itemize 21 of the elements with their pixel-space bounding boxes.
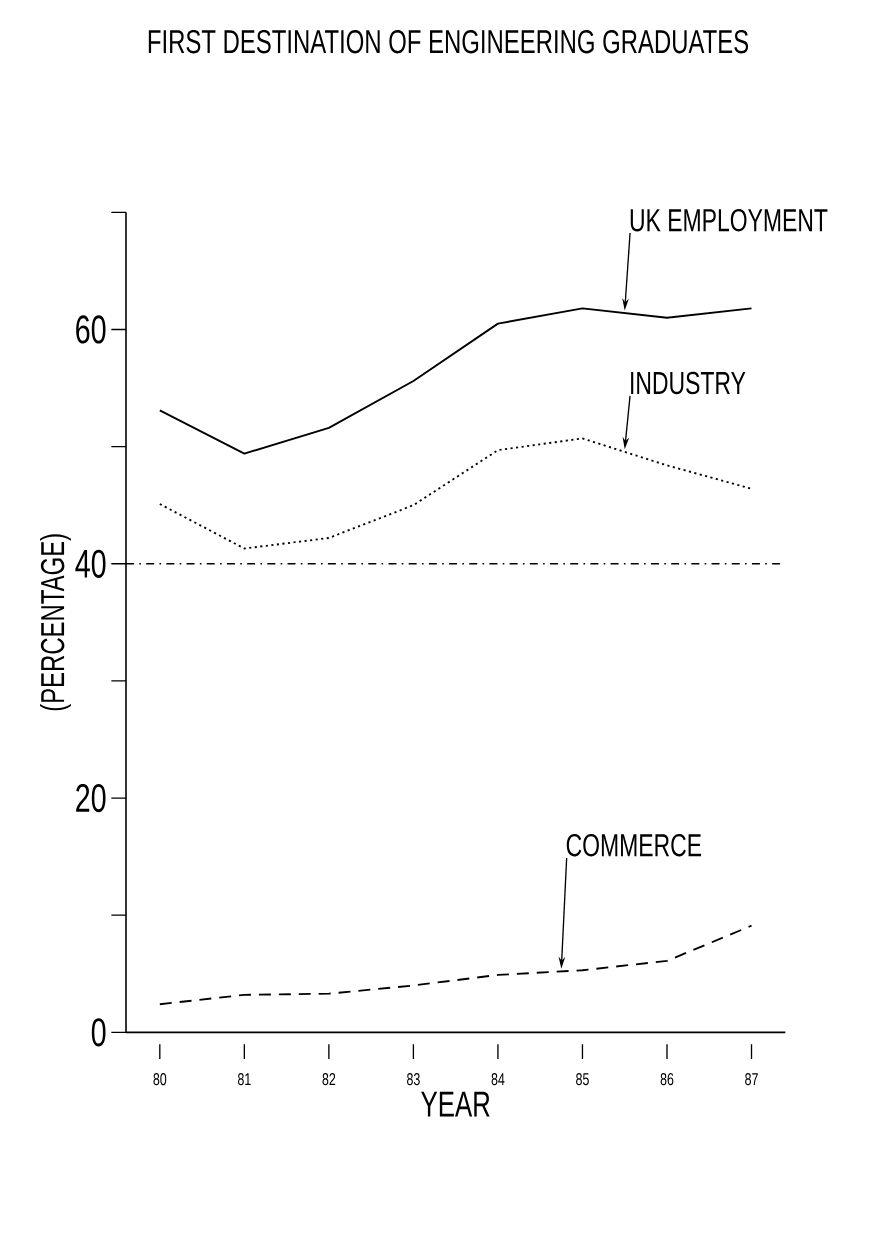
x-tick-label: 84	[491, 1073, 505, 1086]
x-tick-label: 86	[660, 1073, 674, 1086]
line-series	[158, 924, 753, 1006]
line-series	[158, 307, 753, 455]
series-label: INDUSTRY	[631, 371, 746, 395]
text: UK EMPLOYMENT	[630, 208, 828, 232]
y-tick-label: 60	[76, 315, 106, 344]
x-tick-label: 81	[237, 1073, 251, 1086]
x-axis-title: YEAR	[421, 1091, 490, 1117]
y-axis-title: (PERCENTAGE)	[40, 534, 71, 711]
x-tick-label: 87	[745, 1073, 758, 1086]
x-tick-label: 85	[576, 1073, 589, 1086]
chart-title: FIRST DESTINATION OF ENGINEERING GRADUATES	[148, 29, 749, 54]
text: COMMERCE	[566, 833, 702, 857]
y-tick-label: 0	[91, 1018, 106, 1047]
x-tick-label: 83	[407, 1073, 420, 1086]
line-series	[158, 437, 753, 550]
y-tick-label: 40	[75, 549, 106, 578]
y-tick-label: 20	[76, 783, 106, 813]
x-tick-label: 80	[153, 1073, 167, 1086]
x-tick-label: 82	[322, 1073, 336, 1086]
